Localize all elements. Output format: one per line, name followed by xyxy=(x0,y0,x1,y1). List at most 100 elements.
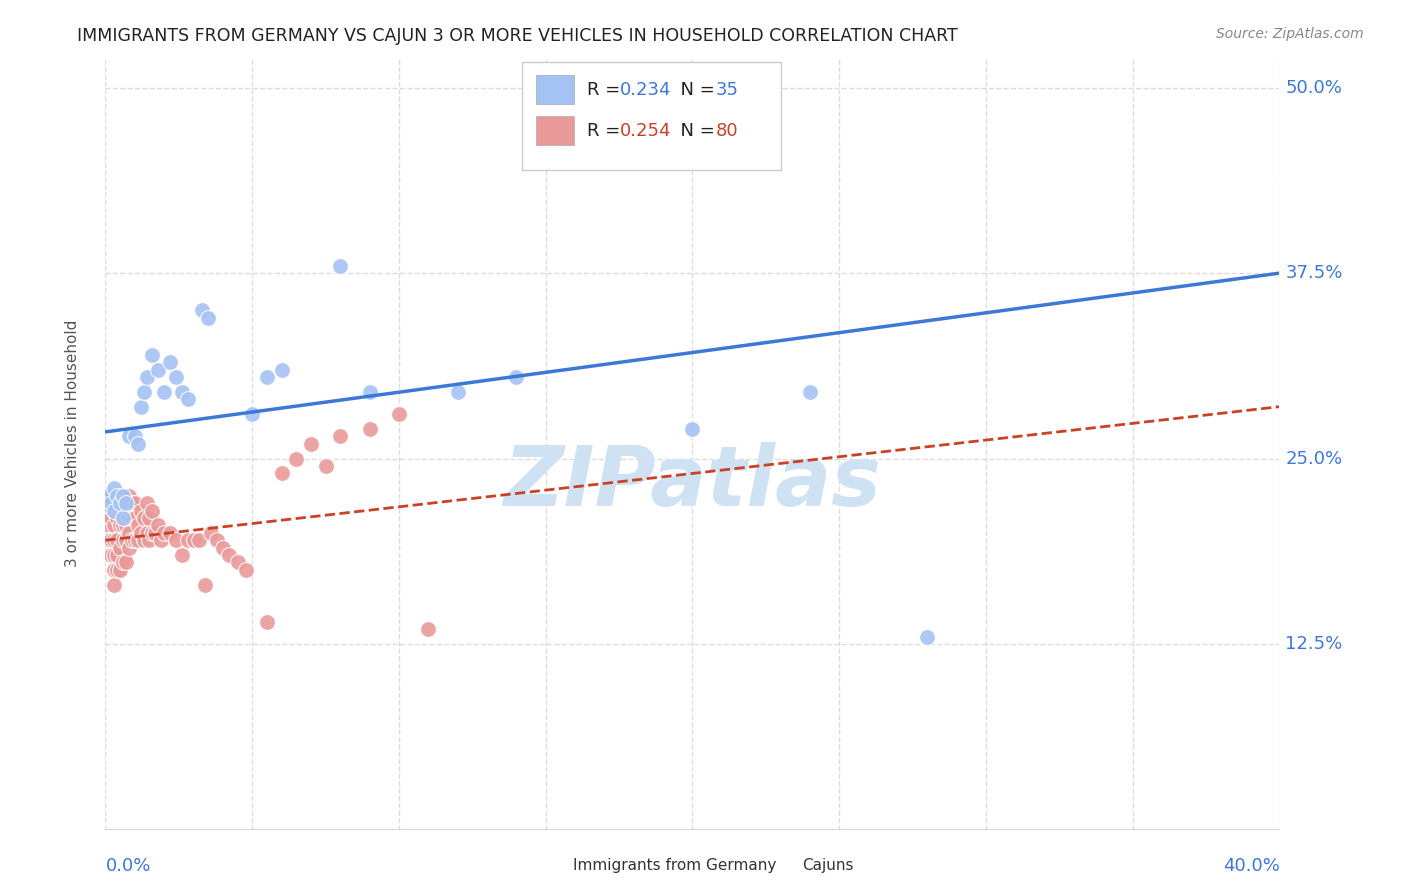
Point xyxy=(129,503,152,517)
Point xyxy=(100,496,122,510)
Text: 50.0%: 50.0% xyxy=(1285,78,1343,96)
Point xyxy=(170,548,193,562)
Point xyxy=(200,525,222,540)
Point xyxy=(124,533,146,548)
Point xyxy=(103,563,125,577)
Point xyxy=(103,548,125,562)
Point xyxy=(135,496,157,510)
Point xyxy=(299,436,322,450)
Point xyxy=(108,503,131,517)
Point xyxy=(112,503,135,517)
Point xyxy=(124,496,146,510)
Point xyxy=(127,533,149,548)
Point xyxy=(118,489,141,503)
Text: N =: N = xyxy=(669,121,720,139)
Text: 0.234: 0.234 xyxy=(620,80,671,99)
Text: Source: ZipAtlas.com: Source: ZipAtlas.com xyxy=(1216,27,1364,41)
Point xyxy=(132,533,155,548)
Point xyxy=(183,533,205,548)
Point xyxy=(141,525,163,540)
Point xyxy=(105,533,128,548)
Point xyxy=(211,541,233,555)
Point xyxy=(105,496,128,510)
Point xyxy=(141,503,163,517)
Point xyxy=(115,496,138,510)
Point xyxy=(256,615,278,629)
Text: R =: R = xyxy=(586,121,626,139)
Point xyxy=(103,518,125,533)
Point xyxy=(564,140,586,154)
Point xyxy=(148,362,170,376)
Point xyxy=(153,525,176,540)
Point xyxy=(97,518,120,533)
Point xyxy=(115,518,138,533)
Point xyxy=(108,496,131,510)
Point xyxy=(105,548,128,562)
Text: 0.254: 0.254 xyxy=(620,121,671,139)
Point xyxy=(143,525,166,540)
FancyBboxPatch shape xyxy=(536,75,574,104)
Text: IMMIGRANTS FROM GERMANY VS CAJUN 3 OR MORE VEHICLES IN HOUSEHOLD CORRELATION CHA: IMMIGRANTS FROM GERMANY VS CAJUN 3 OR MO… xyxy=(77,27,957,45)
Point xyxy=(103,503,125,517)
Point xyxy=(148,518,170,533)
Point xyxy=(191,303,214,318)
Point xyxy=(112,518,135,533)
Point xyxy=(138,511,160,525)
Point xyxy=(132,384,155,399)
Point xyxy=(105,511,128,525)
Point xyxy=(115,503,138,517)
Point xyxy=(108,541,131,555)
Point xyxy=(235,563,257,577)
Point xyxy=(118,429,141,443)
Text: Cajuns: Cajuns xyxy=(801,857,853,872)
FancyBboxPatch shape xyxy=(769,856,794,873)
Point xyxy=(121,496,143,510)
FancyBboxPatch shape xyxy=(536,116,574,145)
FancyBboxPatch shape xyxy=(522,62,780,169)
Point xyxy=(103,533,125,548)
Point xyxy=(329,429,352,443)
Point xyxy=(118,511,141,525)
Point xyxy=(108,518,131,533)
Point xyxy=(115,496,138,510)
Text: 80: 80 xyxy=(716,121,738,139)
Point xyxy=(112,489,135,503)
Point xyxy=(97,503,120,517)
Point xyxy=(138,533,160,548)
Point xyxy=(505,370,527,384)
Point xyxy=(100,548,122,562)
Point xyxy=(165,370,187,384)
Point xyxy=(315,458,337,473)
Point xyxy=(121,533,143,548)
Point xyxy=(112,533,135,548)
Point xyxy=(112,556,135,570)
Point xyxy=(100,489,122,503)
Point xyxy=(112,489,135,503)
Point xyxy=(205,533,228,548)
Point xyxy=(97,533,120,548)
Point xyxy=(103,481,125,495)
Point xyxy=(388,407,411,421)
Point xyxy=(176,392,198,407)
Text: R =: R = xyxy=(586,80,626,99)
Point xyxy=(170,384,193,399)
Point xyxy=(105,563,128,577)
Point xyxy=(135,370,157,384)
Point xyxy=(165,533,187,548)
Point xyxy=(240,407,263,421)
Point xyxy=(447,384,470,399)
Text: 37.5%: 37.5% xyxy=(1285,264,1343,282)
Point xyxy=(194,578,217,592)
Point xyxy=(359,384,381,399)
Point xyxy=(418,622,440,636)
Point xyxy=(176,533,198,548)
Point xyxy=(132,511,155,525)
Point xyxy=(218,548,240,562)
Point xyxy=(159,525,181,540)
Point xyxy=(127,518,149,533)
Point xyxy=(124,511,146,525)
Point xyxy=(270,362,292,376)
Text: 35: 35 xyxy=(716,80,740,99)
Point xyxy=(135,525,157,540)
Point xyxy=(159,355,181,369)
